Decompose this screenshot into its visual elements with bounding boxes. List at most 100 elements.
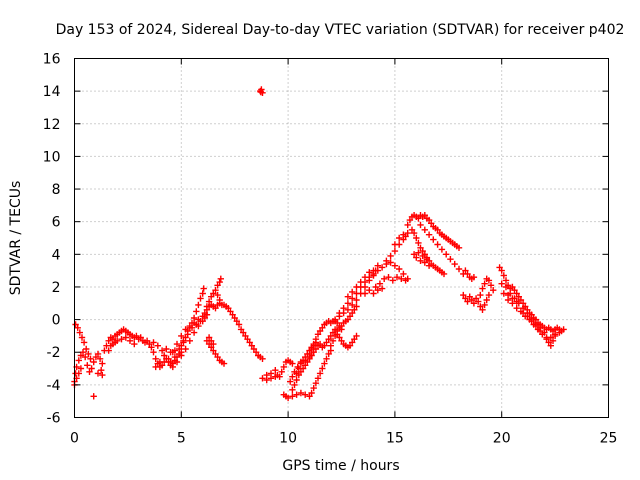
data-point (316, 327, 324, 335)
data-point (417, 244, 424, 251)
data-point (413, 254, 420, 261)
data-point (314, 375, 322, 382)
data-point (163, 345, 170, 353)
data-point (154, 342, 161, 349)
data-point (400, 270, 407, 278)
data-point (293, 391, 300, 398)
data-point (291, 381, 298, 389)
data-point (88, 365, 95, 372)
data-point (186, 324, 193, 331)
data-point (190, 314, 198, 322)
data-point (487, 282, 495, 289)
data-point (500, 272, 507, 279)
data-point (374, 287, 381, 294)
data-point (126, 337, 134, 344)
y-tick-label: -2 (47, 345, 61, 361)
data-point (173, 340, 181, 348)
data-point (240, 329, 247, 336)
data-point (346, 342, 354, 349)
data-point (479, 285, 486, 292)
x-tick-label: 5 (177, 431, 186, 447)
data-point (485, 277, 493, 284)
data-point (235, 321, 243, 328)
data-point (289, 360, 296, 367)
data-point (246, 339, 253, 346)
data-point (98, 367, 105, 374)
data-point (349, 309, 356, 317)
data-point (152, 363, 159, 371)
data-point (425, 231, 433, 238)
data-point (331, 318, 339, 325)
data-point (212, 287, 219, 294)
data-point (391, 241, 399, 248)
data-point (208, 337, 215, 344)
data-point (408, 226, 416, 233)
data-point (344, 316, 352, 323)
data-point (217, 275, 224, 282)
data-point (329, 337, 337, 344)
data-point (370, 290, 377, 297)
data-point (323, 355, 330, 362)
data-point (210, 290, 217, 297)
data-point (178, 342, 185, 349)
data-point (528, 318, 535, 325)
data-point (391, 262, 399, 269)
data-point (353, 303, 360, 310)
data-point (182, 334, 189, 341)
data-point (404, 221, 411, 229)
data-point (200, 285, 207, 292)
data-point (451, 260, 458, 268)
data-point (210, 347, 217, 354)
data-point (374, 267, 381, 274)
data-point (203, 303, 211, 310)
data-point (383, 257, 390, 264)
data-point (547, 334, 554, 341)
data-point (325, 350, 332, 358)
data-point (85, 350, 92, 358)
data-point (327, 342, 334, 349)
data-point (312, 380, 320, 387)
data-point (199, 318, 206, 325)
data-point (498, 267, 505, 274)
data-point (186, 337, 193, 344)
data-point (203, 311, 211, 318)
y-tick-label: 0 (52, 313, 61, 329)
data-point (114, 337, 121, 344)
data-point (331, 332, 339, 340)
data-point (280, 363, 287, 371)
data-point (470, 300, 478, 307)
data-point (443, 251, 450, 258)
data-point (152, 355, 159, 362)
data-point (76, 329, 83, 336)
data-point (184, 327, 191, 335)
data-point (485, 291, 493, 299)
x-tick-label: 15 (386, 431, 404, 447)
data-point (400, 231, 407, 238)
data-point (79, 349, 87, 356)
grid-lines (74, 58, 609, 418)
data-point (351, 336, 358, 343)
data-point (257, 88, 264, 96)
data-point (477, 303, 484, 310)
y-tick-labels: -6 -4 -2 0 2 4 6 8 10 12 14 16 (43, 52, 61, 427)
data-point (547, 342, 554, 349)
data-point (197, 295, 204, 302)
data-point (353, 283, 360, 291)
data-point (385, 274, 392, 281)
data-point (252, 349, 260, 356)
data-point (378, 285, 386, 292)
data-point (210, 340, 217, 348)
data-point (504, 291, 512, 299)
x-axis-label: GPS time / hours (282, 458, 399, 474)
data-point (440, 270, 448, 278)
data-point (267, 370, 275, 377)
data-point (447, 256, 454, 263)
data-point (182, 345, 189, 353)
data-point (336, 309, 343, 317)
data-point (216, 278, 223, 286)
x-tick-label: 25 (600, 431, 618, 447)
data-point (513, 298, 520, 305)
data-point (351, 306, 358, 313)
data-point (519, 309, 527, 317)
y-tick-label: 2 (52, 280, 61, 296)
